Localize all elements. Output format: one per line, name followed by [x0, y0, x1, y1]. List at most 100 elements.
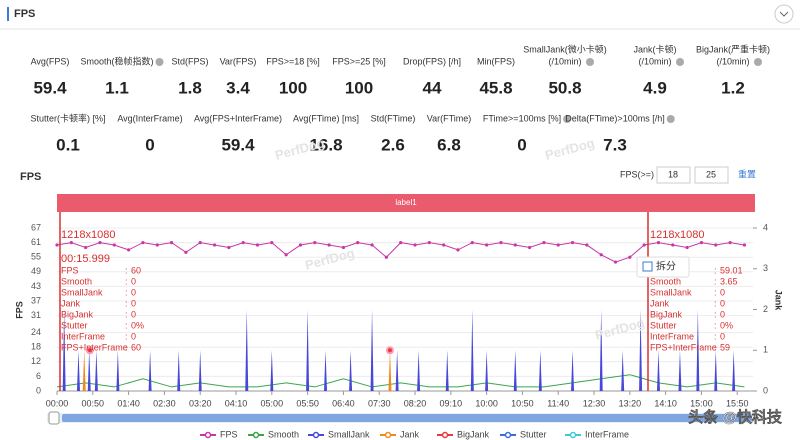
stat-value: 4.9 — [643, 78, 667, 97]
threshold-input[interactable] — [656, 166, 691, 184]
legend-label[interactable]: InterFrame — [585, 429, 629, 439]
spike — [732, 350, 736, 391]
tooltip-value: 0 — [131, 287, 136, 297]
series-point — [127, 248, 131, 252]
stat-value: 45.8 — [479, 78, 512, 97]
tooltip-label: Jank — [61, 298, 81, 308]
series-point — [542, 240, 546, 245]
spike — [245, 309, 249, 391]
y-tick-label: 0 — [36, 385, 41, 395]
collapse-button[interactable] — [774, 4, 794, 24]
stat-label: (/10min) — [548, 56, 581, 66]
stat-label: BigJank(严重卡顿) — [696, 43, 770, 54]
y-tick-label: 12 — [31, 356, 41, 366]
series-point — [227, 245, 231, 250]
tooltip-value: 59.01 — [720, 265, 743, 275]
tooltip-sep: : — [125, 287, 128, 297]
stat-label: Var(FPS) — [220, 56, 257, 66]
series-point — [270, 240, 274, 245]
tooltip-label: Jank — [650, 298, 670, 308]
tooltip-label: Smooth — [650, 276, 681, 286]
legend-label[interactable]: Stutter — [520, 429, 547, 439]
legend-label[interactable]: Jank — [400, 429, 420, 439]
series-point — [341, 245, 346, 250]
x-tick-label: 14:10 — [654, 398, 677, 408]
stat-label: Std(FTime) — [371, 113, 416, 123]
series-point — [69, 240, 73, 245]
tooltip-label: BigJank — [61, 309, 94, 319]
help-icon[interactable] — [563, 115, 572, 123]
label-band[interactable] — [57, 194, 755, 212]
series-point — [714, 243, 718, 247]
series-point — [599, 253, 603, 257]
series-point — [613, 260, 618, 264]
tooltip-value: 0 — [720, 309, 725, 319]
stat-label: Avg(FTime) [ms] — [293, 113, 359, 123]
scrollbar-handle[interactable] — [48, 411, 60, 425]
legend-label[interactable]: SmallJank — [328, 429, 370, 439]
help-icon[interactable] — [155, 58, 164, 66]
stat-value: 16.8 — [309, 135, 342, 154]
series-point — [241, 240, 245, 245]
series-point — [98, 240, 102, 245]
tooltip-sep: : — [714, 309, 717, 319]
source-watermark: 头条 @快科技 — [688, 408, 783, 426]
help-icon[interactable] — [666, 115, 675, 123]
spike — [696, 309, 700, 391]
reset-link[interactable]: 重置 — [738, 168, 756, 179]
stat-value: 6.8 — [437, 135, 461, 154]
help-icon[interactable] — [676, 58, 684, 66]
legend-label[interactable]: BigJank — [457, 429, 490, 439]
series-point — [527, 245, 532, 250]
y-tick-label: 18 — [31, 342, 41, 352]
threshold-input[interactable] — [694, 166, 729, 184]
x-tick-label: 09:10 — [440, 398, 463, 408]
series-point — [298, 243, 303, 247]
series-point — [656, 240, 661, 245]
y-tick-label: 6 — [36, 371, 41, 381]
spike — [116, 350, 120, 391]
y-tick-label: 49 — [31, 266, 41, 276]
x-tick-label: 10:00 — [475, 398, 498, 408]
scrollbar-thumb[interactable] — [62, 414, 752, 422]
tooltip-sep: : — [714, 331, 717, 341]
x-tick-label: 03:20 — [189, 398, 212, 408]
split-icon — [642, 261, 653, 272]
series-point — [742, 243, 747, 247]
stat-value: 0 — [517, 135, 526, 154]
spike — [306, 309, 310, 391]
tooltip-label: BigJank — [650, 309, 683, 319]
series-point — [513, 243, 517, 247]
legend-swatch-dot — [441, 431, 449, 439]
stat-value: 1.8 — [178, 78, 202, 97]
spike — [198, 350, 202, 391]
x-tick-label: 00:50 — [82, 398, 105, 408]
legend-label[interactable]: FPS — [220, 429, 238, 439]
spike — [639, 309, 643, 391]
help-icon[interactable] — [586, 58, 594, 66]
stat-value: 1.2 — [721, 78, 745, 97]
spike — [388, 350, 392, 391]
stat-label: Stutter(卡顿率) [%] — [30, 112, 105, 123]
spike — [599, 309, 603, 391]
tooltip-label: SmallJank — [61, 287, 103, 297]
tooltip-value: 60 — [131, 265, 141, 275]
x-tick-label: 13:20 — [619, 398, 642, 408]
spike — [270, 350, 274, 391]
series-point — [470, 240, 474, 245]
stat-value: 0.1 — [56, 135, 80, 154]
x-tick-label: 04:10 — [225, 398, 248, 408]
series-point — [141, 240, 145, 245]
legend-label[interactable]: Smooth — [268, 429, 299, 439]
stat-label: (/10min) — [716, 56, 749, 66]
series-line — [56, 374, 745, 388]
help-icon[interactable] — [754, 58, 762, 66]
series-point — [399, 240, 403, 245]
series-point — [642, 243, 646, 247]
series-point — [255, 243, 260, 247]
stat-label: Drop(FPS) [/h] — [403, 56, 461, 66]
series-point — [169, 240, 174, 245]
spike — [621, 350, 625, 391]
tooltip-sep: : — [714, 342, 717, 352]
tooltip-value: 60 — [131, 342, 141, 352]
